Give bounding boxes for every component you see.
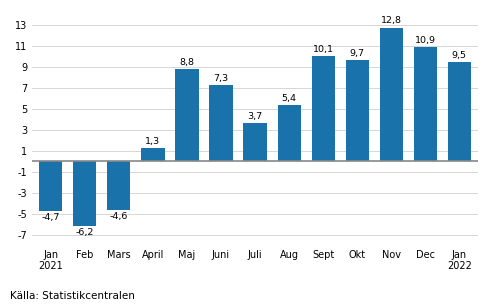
Bar (312, 56, 335, 161)
Text: 5,4: 5,4 (282, 94, 297, 103)
Text: 8,8: 8,8 (179, 58, 194, 67)
Text: 1,3: 1,3 (145, 137, 161, 146)
Bar (380, 28, 403, 161)
Bar (210, 85, 233, 161)
Bar (73, 161, 97, 226)
Text: 12,8: 12,8 (381, 16, 402, 26)
Text: -4,7: -4,7 (41, 213, 60, 222)
Bar (244, 123, 267, 161)
Bar (141, 148, 165, 161)
Text: Källa: Statistikcentralen: Källa: Statistikcentralen (10, 291, 135, 301)
Text: -4,6: -4,6 (110, 212, 128, 221)
Bar (39, 161, 63, 211)
Text: 7,3: 7,3 (213, 74, 229, 83)
Text: 10,1: 10,1 (313, 45, 334, 54)
Text: 9,7: 9,7 (350, 49, 365, 58)
Bar (107, 161, 131, 209)
Bar (414, 47, 437, 161)
Text: 9,5: 9,5 (452, 51, 467, 60)
Bar (448, 62, 471, 161)
Bar (346, 60, 369, 161)
Text: 10,9: 10,9 (415, 36, 436, 45)
Bar (278, 105, 301, 161)
Text: -6,2: -6,2 (76, 228, 94, 237)
Text: 3,7: 3,7 (247, 112, 263, 121)
Bar (176, 69, 199, 161)
